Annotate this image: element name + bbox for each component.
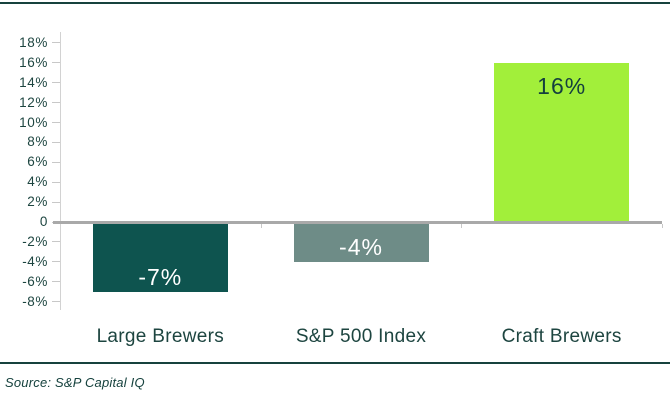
bar-chart: 18% 16% 14% 12% 10% 8% 6% 4% 2% 0 -2% -4% -6% -8% -7% L… xyxy=(19,32,663,347)
category-label-large-brewers: Large Brewers xyxy=(96,326,225,347)
x-axis-boundary-tick xyxy=(461,223,463,228)
y-axis-tick-label: -4% xyxy=(22,253,48,269)
y-axis-line xyxy=(60,32,61,310)
y-axis-tick xyxy=(52,181,60,183)
y-axis-tick-label: 14% xyxy=(19,74,48,90)
zero-baseline xyxy=(53,220,662,224)
y-axis-tick-label: 8% xyxy=(27,134,48,150)
y-axis-tick-label: 10% xyxy=(19,114,48,130)
y-axis-tick xyxy=(52,122,60,123)
y-axis-tick xyxy=(52,281,60,283)
y-axis-tick-label: 18% xyxy=(19,34,48,50)
y-axis-tick xyxy=(52,102,60,104)
category-label-craft-brewers: Craft Brewers xyxy=(501,326,622,347)
x-axis-boundary-tick xyxy=(260,223,262,228)
y-axis-tick xyxy=(52,241,60,243)
y-axis-tick xyxy=(52,62,60,64)
y-axis-tick xyxy=(52,82,60,84)
bottom-border-line xyxy=(0,362,670,364)
y-axis-tick-label: -2% xyxy=(22,233,48,249)
bar-value-label: -4% xyxy=(339,233,383,260)
source-caption: Source: S&P Capital IQ xyxy=(5,375,145,390)
y-axis-tick-label: 2% xyxy=(27,194,48,210)
y-axis-tick-label: 6% xyxy=(27,154,48,170)
bar-large-brewers: -7% xyxy=(92,222,228,292)
x-axis-boundary-tick xyxy=(662,223,663,228)
bar-craft-brewers: 16% xyxy=(494,62,630,222)
y-axis-tick xyxy=(52,201,60,203)
y-axis-tick-label: -8% xyxy=(22,293,48,309)
bar-value-label: 16% xyxy=(537,72,587,99)
y-axis-tick-label: 0 xyxy=(39,214,48,229)
bar-value-label: -7% xyxy=(138,263,183,290)
y-axis-tick xyxy=(52,301,60,303)
category-label-s-p-500-index: S&P 500 Index xyxy=(295,326,427,347)
y-axis-tick-label: 4% xyxy=(27,174,48,190)
y-axis-tick xyxy=(52,141,60,143)
y-axis-tick-label: 12% xyxy=(19,94,48,110)
top-border-line xyxy=(0,2,670,4)
y-axis-tick xyxy=(52,261,60,263)
y-axis-tick-label: 16% xyxy=(19,54,48,70)
y-axis-tick xyxy=(52,42,60,44)
bar-s-p-500-index: -4% xyxy=(293,222,429,262)
y-axis-tick-label: -6% xyxy=(22,273,48,289)
y-axis-tick xyxy=(52,161,60,163)
